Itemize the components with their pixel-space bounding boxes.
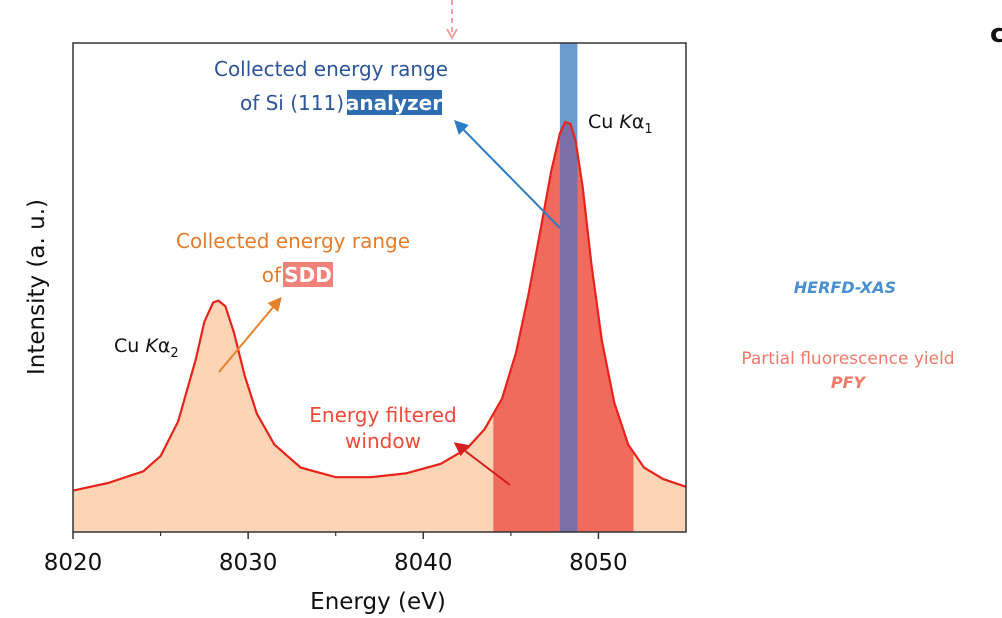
x-axis-label: Energy (eV) <box>310 589 446 615</box>
pfy-label-line2: PFY <box>831 373 867 392</box>
x-tick-label: 8040 <box>394 550 453 576</box>
peak-label-ka1: Cu Kα1 <box>588 111 653 137</box>
analyzer-label-line1: Collected energy range <box>214 57 448 81</box>
analyzer-highlight-box <box>347 90 442 115</box>
x-tick-label: 8050 <box>569 550 628 576</box>
window-label-line2: window <box>345 429 421 453</box>
y-axis-label: Intensity (a. u.) <box>24 199 50 375</box>
herfd-label: HERFD-XAS <box>794 278 896 297</box>
window-label-line1: Energy filtered <box>309 403 456 427</box>
analyzer-curve-fill <box>559 122 578 532</box>
peak-label-ka2: Cu Kα2 <box>114 335 179 361</box>
sdd-label-line2: of <box>262 263 282 287</box>
x-axis-ticks: 8020 8030 8040 8050 <box>44 532 628 576</box>
x-tick-label: 8030 <box>219 550 278 576</box>
sdd-label-line1: Collected energy range <box>176 229 410 253</box>
analyzer-label-line2: of Si (111) <box>240 91 344 115</box>
sdd-highlight-box <box>283 262 333 287</box>
analyzer-arrow <box>454 120 561 229</box>
panel-letter: c <box>990 19 1002 49</box>
sdd-highlight-text: SDD <box>284 263 332 287</box>
pfy-label-line1: Partial fluorescence yield <box>741 349 954 369</box>
sdd-arrow <box>218 296 282 373</box>
plot-frame <box>72 42 687 533</box>
x-tick-label: 8020 <box>44 550 103 576</box>
analyzer-highlight-text: analyzer <box>346 91 442 115</box>
window-arrow <box>453 442 511 486</box>
top-dashed-arrowhead <box>446 28 458 41</box>
